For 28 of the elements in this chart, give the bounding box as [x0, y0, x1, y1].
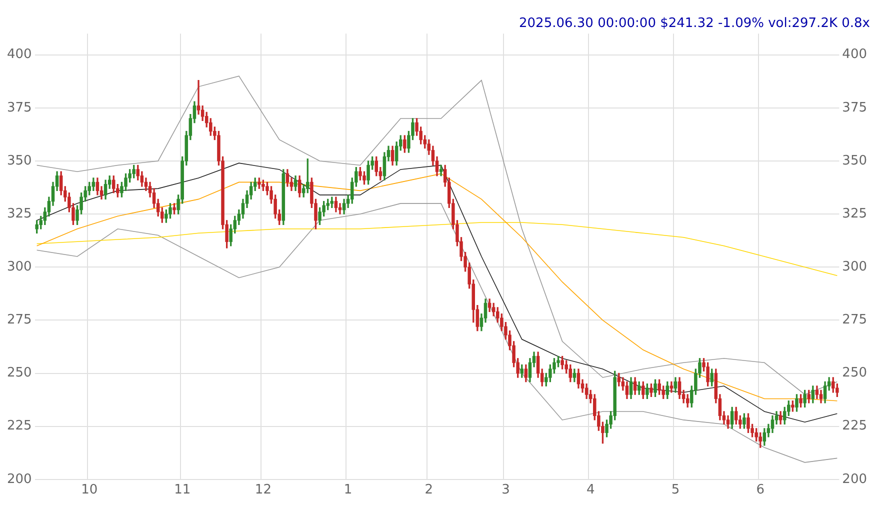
y2-tick-label: 300: [842, 259, 868, 274]
x-tick-label: 11: [174, 482, 191, 498]
y2-tick-label: 250: [842, 366, 868, 381]
x-tick-label: 6: [756, 482, 765, 498]
y-tick-label: 275: [6, 312, 32, 328]
x-tick-label: 1: [344, 482, 352, 498]
y2-tick-label: 350: [842, 153, 868, 168]
y-tick-label: 225: [6, 418, 32, 434]
y2-tick-label: 275: [842, 312, 868, 328]
y-tick-label: 375: [6, 100, 32, 116]
y-tick-label: 250: [6, 366, 32, 381]
x-tick-label: 10: [81, 482, 98, 498]
y2-tick-label: 400: [842, 47, 868, 62]
x-tick-label: 5: [671, 482, 680, 498]
y-tick-label: 400: [6, 47, 32, 62]
y-tick-label: 350: [6, 153, 32, 168]
x-tick-label: 3: [502, 482, 510, 498]
y2-tick-label: 225: [842, 418, 868, 434]
y2-tick-label: 325: [842, 206, 868, 222]
chart-title: 2025.06.30 00:00:00 $241.32 -1.09% vol:297.2K 0.8x: [519, 16, 870, 32]
y-tick-label: 300: [6, 259, 32, 274]
y-tick-label: 200: [6, 472, 32, 487]
x-tick-label: 4: [586, 482, 595, 498]
y2-tick-label: 200: [842, 472, 868, 487]
y-tick-label: 325: [6, 206, 32, 222]
y2-tick-label: 375: [842, 100, 868, 116]
x-tick-label: 2: [424, 482, 434, 498]
x-tick-label: 12: [254, 482, 272, 498]
